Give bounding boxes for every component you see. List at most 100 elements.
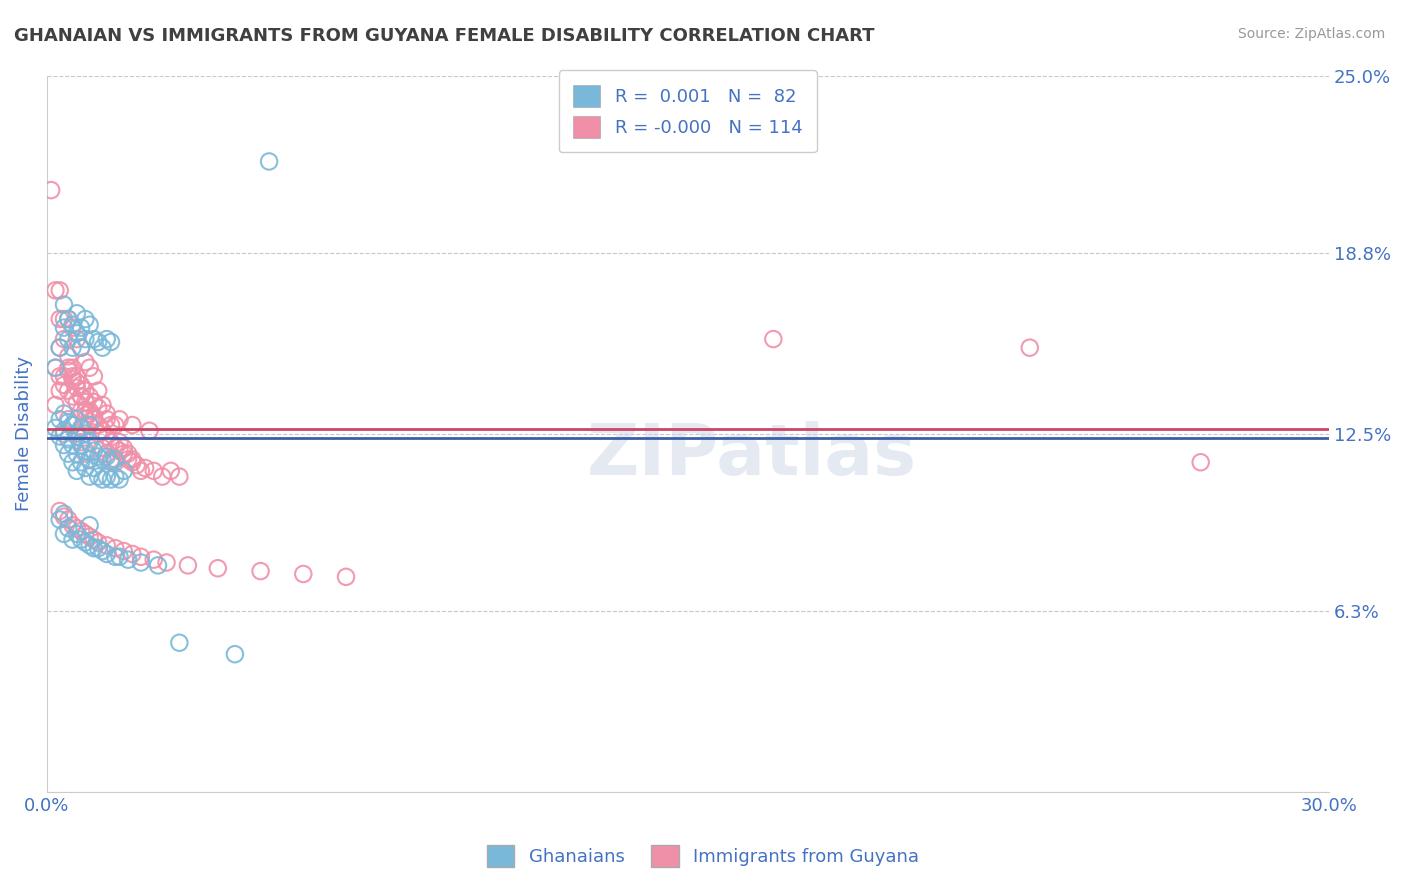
Point [53,332,76,346]
Point [44,360,66,375]
Point [39,183,62,197]
Point [79,417,101,432]
Point [66,429,89,443]
Point [58,412,80,426]
Point [62,417,84,432]
Point [58,363,80,377]
Point [48,341,70,355]
Point [87,541,110,556]
Point [177,558,200,573]
Point [62,372,84,386]
Point [79,518,101,533]
Point [117,447,139,461]
Point [62,369,84,384]
Point [53,312,76,326]
Point [100,455,122,469]
Point [100,435,122,450]
Point [70,389,93,403]
Point [159,464,181,478]
Point [62,360,84,375]
Point [48,384,70,398]
Point [48,429,70,443]
Point [44,421,66,435]
Point [112,464,135,478]
Point [70,438,93,452]
Point [91,424,114,438]
Point [146,558,169,573]
Point [53,426,76,441]
Text: Source: ZipAtlas.com: Source: ZipAtlas.com [1237,27,1385,41]
Point [48,512,70,526]
Point [75,312,97,326]
Point [66,412,89,426]
Y-axis label: Female Disability: Female Disability [15,356,32,511]
Point [129,464,152,478]
Point [91,452,114,467]
Point [292,566,315,581]
Point [75,426,97,441]
Point [53,378,76,392]
Point [79,530,101,544]
Point [70,389,93,403]
Point [53,438,76,452]
Point [66,447,89,461]
Point [75,403,97,417]
Point [58,512,80,526]
Point [66,306,89,320]
Point [70,435,93,450]
Point [104,455,127,469]
Point [58,433,80,447]
Text: GHANAIAN VS IMMIGRANTS FROM GUYANA FEMALE DISABILITY CORRELATION CHART: GHANAIAN VS IMMIGRANTS FROM GUYANA FEMAL… [14,27,875,45]
Point [79,435,101,450]
Point [66,326,89,341]
Point [91,341,114,355]
Point [58,521,80,535]
Point [83,409,105,424]
Point [44,284,66,298]
Point [104,441,127,455]
Point [96,447,118,461]
Point [87,384,110,398]
Point [62,320,84,334]
Point [129,549,152,564]
Point [134,461,156,475]
Point [48,412,70,426]
Point [53,507,76,521]
Point [91,544,114,558]
Point [75,355,97,369]
Point [96,332,118,346]
Point [62,455,84,469]
Point [100,334,122,349]
Point [121,547,143,561]
Point [66,369,89,384]
Point [207,561,229,575]
Point [75,461,97,475]
Point [112,441,135,455]
Point [66,464,89,478]
Point [100,417,122,432]
Point [83,533,105,547]
Point [100,472,122,486]
Point [62,341,84,355]
Point [53,509,76,524]
Point [70,533,93,547]
Point [87,535,110,549]
Point [108,435,131,450]
Point [96,450,118,464]
Point [75,395,97,409]
Point [169,469,191,483]
Point [58,415,80,429]
Point [53,298,76,312]
Point [58,384,80,398]
Point [121,452,143,467]
Point [58,312,80,326]
Point [108,412,131,426]
Point [150,469,173,483]
Point [142,552,165,566]
Point [70,455,93,469]
Point [66,332,89,346]
Point [66,375,89,389]
Point [70,341,93,355]
Point [83,369,105,384]
Point [129,556,152,570]
